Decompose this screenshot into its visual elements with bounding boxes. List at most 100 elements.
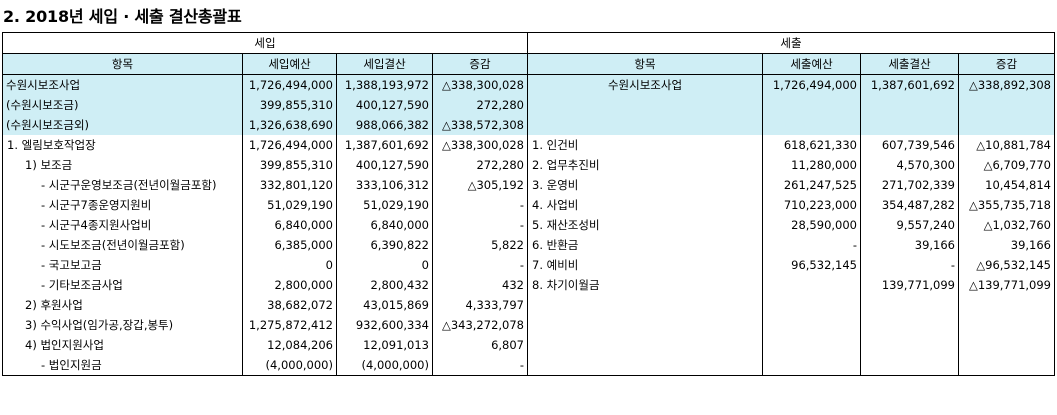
income-actual-cell: 400,127,590	[336, 95, 433, 115]
expense-diff-cell	[958, 295, 1055, 315]
table-row: 2) 후원사업 38,682,072 43,015,869 4,333,797	[2, 295, 1055, 315]
expense-budget-cell: 96,532,145	[762, 255, 861, 275]
column-header-row: 항목 세입예산 세입결산 증감 항목 세출예산 세출결산 증감	[2, 53, 1055, 75]
income-diff-cell: -	[432, 195, 528, 215]
income-actual-cell: 0	[336, 255, 433, 275]
income-budget-cell: 12,084,206	[242, 335, 337, 355]
expense-col-budget: 세출예산	[762, 53, 861, 75]
income-diff-cell: △338,572,308	[432, 115, 528, 135]
expense-budget-cell: 618,621,330	[762, 135, 861, 155]
table-row: (수원시보조금) 399,855,310 400,127,590 272,280	[2, 95, 1055, 115]
expense-diff-cell: △139,771,099	[958, 275, 1055, 295]
income-budget-cell: 1,326,638,690	[242, 115, 337, 135]
expense-budget-cell: 710,223,000	[762, 195, 861, 215]
expense-actual-cell	[860, 115, 959, 135]
income-item-cell: 1. 엘림보호작업장	[2, 135, 243, 155]
income-col-item: 항목	[2, 53, 243, 75]
table-row: - 시군구운영보조금(전년이월금포함) 332,801,120 333,106,31…	[2, 175, 1055, 195]
table-row: 수원시보조사업 1,726,494,000 1,388,193,972 △338,30…	[2, 74, 1055, 95]
income-actual-cell: 1,387,601,692	[336, 135, 433, 155]
expense-item-cell: 7. 예비비	[527, 255, 763, 275]
income-col-actual: 세입결산	[336, 53, 433, 75]
expense-actual-cell: 9,557,240	[860, 215, 959, 235]
table-row: - 시군구7종운영지원비 51,029,190 51,029,190-4. 사업비 7…	[2, 195, 1055, 215]
expense-diff-cell: △355,735,718	[958, 195, 1055, 215]
income-budget-cell: 38,682,072	[242, 295, 337, 315]
expense-actual-cell: 39,166	[860, 235, 959, 255]
income-actual-cell: 400,127,590	[336, 155, 433, 175]
expense-diff-cell	[958, 335, 1055, 355]
expense-actual-cell: 1,387,601,692	[860, 74, 959, 95]
expense-diff-cell	[958, 95, 1055, 115]
expense-budget-cell	[762, 315, 861, 335]
table-row: - 국고보고금 0 0-7. 예비비 96,532,145- △96,532,145	[2, 255, 1055, 275]
expense-budget-cell	[762, 355, 861, 376]
income-budget-cell: 1,726,494,000	[242, 74, 337, 95]
income-actual-cell: 12,091,013	[336, 335, 433, 355]
expense-budget-cell	[762, 295, 861, 315]
expense-item-cell: 5. 재산조성비	[527, 215, 763, 235]
expense-actual-cell: -	[860, 255, 959, 275]
expense-col-item: 항목	[527, 53, 763, 75]
income-item-cell: - 법인지원금	[2, 355, 243, 376]
expense-item-cell: 1. 인건비	[527, 135, 763, 155]
expense-actual-cell: 139,771,099	[860, 275, 959, 295]
table-row: 4) 법인지원사업 12,084,206 12,091,013 6,807	[2, 335, 1055, 355]
income-budget-cell: 399,855,310	[242, 155, 337, 175]
income-diff-cell: -	[432, 255, 528, 275]
expense-budget-cell	[762, 335, 861, 355]
income-diff-cell: -	[432, 355, 528, 376]
group-header-row: 세입 세출	[2, 32, 1055, 54]
income-budget-cell: 0	[242, 255, 337, 275]
expense-budget-cell	[762, 95, 861, 115]
income-item-cell: - 기타보조금사업	[2, 275, 243, 295]
expense-item-cell: 8. 차기이월금	[527, 275, 763, 295]
table-row: 1) 보조금 399,855,310 400,127,590 272,280 2. 업무…	[2, 155, 1055, 175]
table-row: 3) 수익사업(임가공,장갑,봉투) 1,275,872,412 932,600,3…	[2, 315, 1055, 335]
income-diff-cell: 4,333,797	[432, 295, 528, 315]
expense-diff-cell: △6,709,770	[958, 155, 1055, 175]
expense-item-cell: 6. 반환금	[527, 235, 763, 255]
income-item-cell: - 국고보고금	[2, 255, 243, 275]
settlement-table: 세입 세출 항목 세입예산 세입결산 증감 항목 세출예산 세출결산 증감 수원…	[2, 32, 1055, 376]
income-item-cell: - 시도보조금(전년이월금포함)	[2, 235, 243, 255]
expense-actual-cell	[860, 95, 959, 115]
expense-budget-cell: 261,247,525	[762, 175, 861, 195]
income-budget-cell: 51,029,190	[242, 195, 337, 215]
expense-item-cell	[527, 95, 763, 115]
expense-item-cell: 4. 사업비	[527, 195, 763, 215]
income-diff-cell: 432	[432, 275, 528, 295]
income-budget-cell: 6,385,000	[242, 235, 337, 255]
income-diff-cell: -	[432, 215, 528, 235]
expense-diff-cell	[958, 355, 1055, 376]
income-actual-cell: 988,066,382	[336, 115, 433, 135]
income-item-cell: - 시군구운영보조금(전년이월금포함)	[2, 175, 243, 195]
expense-budget-cell: 28,590,000	[762, 215, 861, 235]
table-row: - 기타보조금사업 2,800,000 2,800,432 432 8. 차기이월금 13…	[2, 275, 1055, 295]
expense-item-cell	[527, 335, 763, 355]
expense-actual-cell	[860, 355, 959, 376]
expense-budget-cell	[762, 115, 861, 135]
table-row: - 시도보조금(전년이월금포함) 6,385,000 6,390,822 5,822 6…	[2, 235, 1055, 255]
income-diff-cell: △338,300,028	[432, 135, 528, 155]
expense-actual-cell: 4,570,300	[860, 155, 959, 175]
income-actual-cell: 1,388,193,972	[336, 74, 433, 95]
expense-actual-cell	[860, 335, 959, 355]
expense-item-cell	[527, 295, 763, 315]
expense-group-header: 세출	[527, 32, 1055, 54]
expense-budget-cell	[762, 275, 861, 295]
income-budget-cell: (4,000,000)	[242, 355, 337, 376]
expense-diff-cell: 10,454,814	[958, 175, 1055, 195]
expense-budget-cell: 1,726,494,000	[762, 74, 861, 95]
table-body: 수원시보조사업 1,726,494,000 1,388,193,972 △338,30…	[2, 74, 1055, 376]
income-diff-cell: 272,280	[432, 155, 528, 175]
income-item-cell: (수원시보조금)	[2, 95, 243, 115]
income-budget-cell: 1,275,872,412	[242, 315, 337, 335]
income-actual-cell: 51,029,190	[336, 195, 433, 215]
income-item-cell: - 시군구7종운영지원비	[2, 195, 243, 215]
income-budget-cell: 332,801,120	[242, 175, 337, 195]
income-actual-cell: 333,106,312	[336, 175, 433, 195]
expense-actual-cell: 607,739,546	[860, 135, 959, 155]
expense-diff-cell	[958, 115, 1055, 135]
expense-diff-cell: △10,881,784	[958, 135, 1055, 155]
